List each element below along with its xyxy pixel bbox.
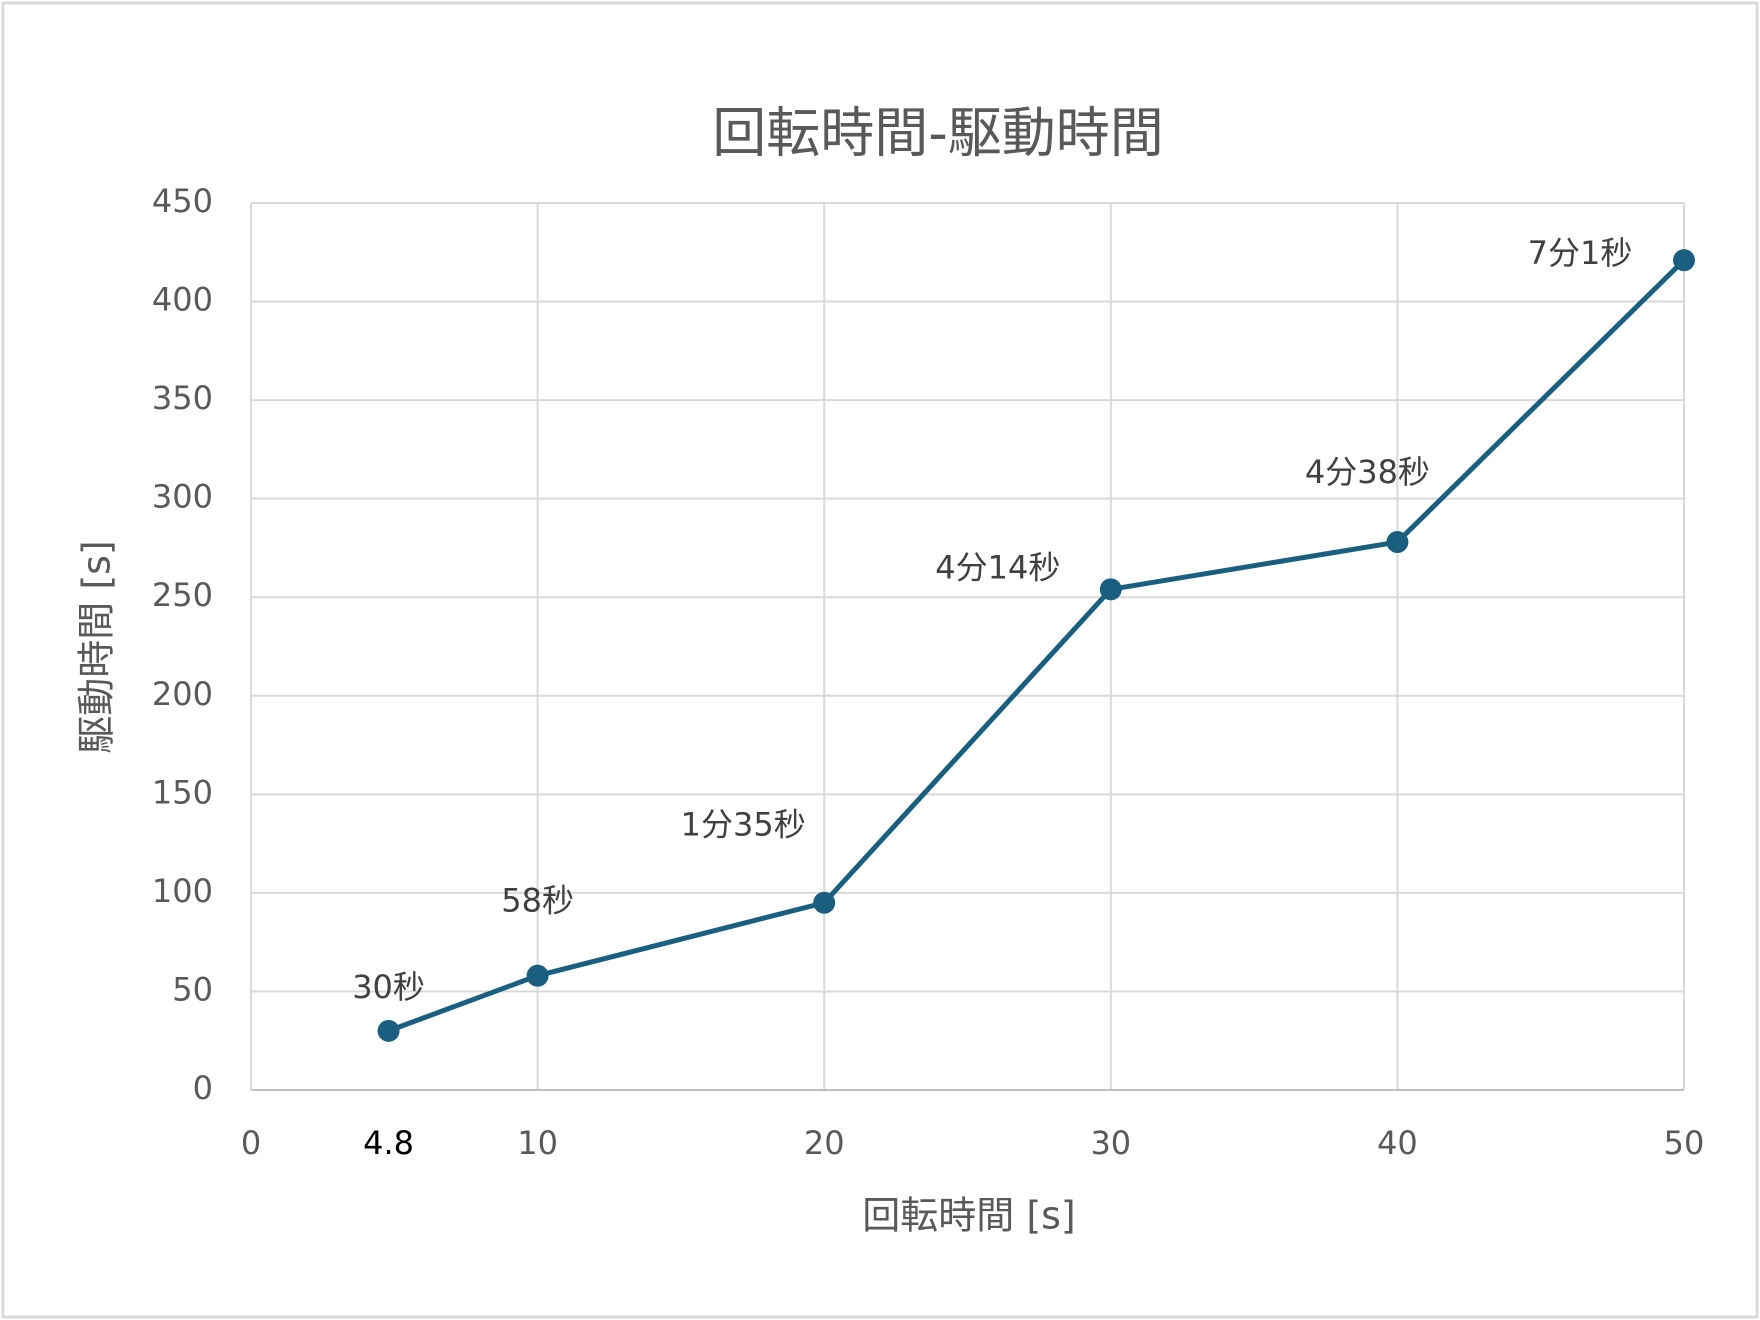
- marker: [1673, 249, 1695, 272]
- y-tick-label: 400: [152, 281, 213, 319]
- y-tick-label: 450: [152, 182, 213, 220]
- data-label: 7分1秒: [1528, 234, 1633, 272]
- x-tick-label: 4.8: [363, 1124, 414, 1162]
- marker: [1386, 531, 1409, 554]
- data-label: 1分35秒: [681, 806, 806, 844]
- y-tick-label: 200: [152, 675, 213, 713]
- y-tick-label: 150: [152, 773, 213, 811]
- x-tick-label: 0: [241, 1124, 261, 1162]
- x-tick-label: 40: [1377, 1124, 1418, 1162]
- data-label: 30秒: [352, 968, 425, 1006]
- y-axis-title: 駆動時間 [s]: [75, 540, 119, 754]
- y-tick-label: 100: [152, 872, 213, 910]
- x-tick-label: 20: [804, 1124, 845, 1162]
- x-tick-label: 30: [1090, 1124, 1131, 1162]
- y-tick-label: 50: [172, 970, 213, 1008]
- marker: [1099, 578, 1122, 601]
- y-tick-label: 350: [152, 379, 213, 417]
- marker: [526, 964, 549, 987]
- y-tick-label: 0: [193, 1069, 213, 1107]
- x-tick-label: 10: [517, 1124, 558, 1162]
- y-tick-label: 300: [152, 478, 213, 516]
- x-axis-title: 回転時間 [s]: [862, 1194, 1076, 1238]
- marker: [813, 891, 836, 914]
- x-tick-label: 50: [1664, 1124, 1705, 1162]
- data-label: 4分14秒: [935, 548, 1060, 586]
- y-tick-label: 250: [152, 576, 213, 614]
- data-label: 4分38秒: [1305, 453, 1430, 491]
- marker: [377, 1019, 400, 1042]
- data-label: 58秒: [501, 882, 574, 920]
- series-line: [387, 258, 1686, 1034]
- chart-title: 回転時間-駆動時間: [712, 102, 1164, 165]
